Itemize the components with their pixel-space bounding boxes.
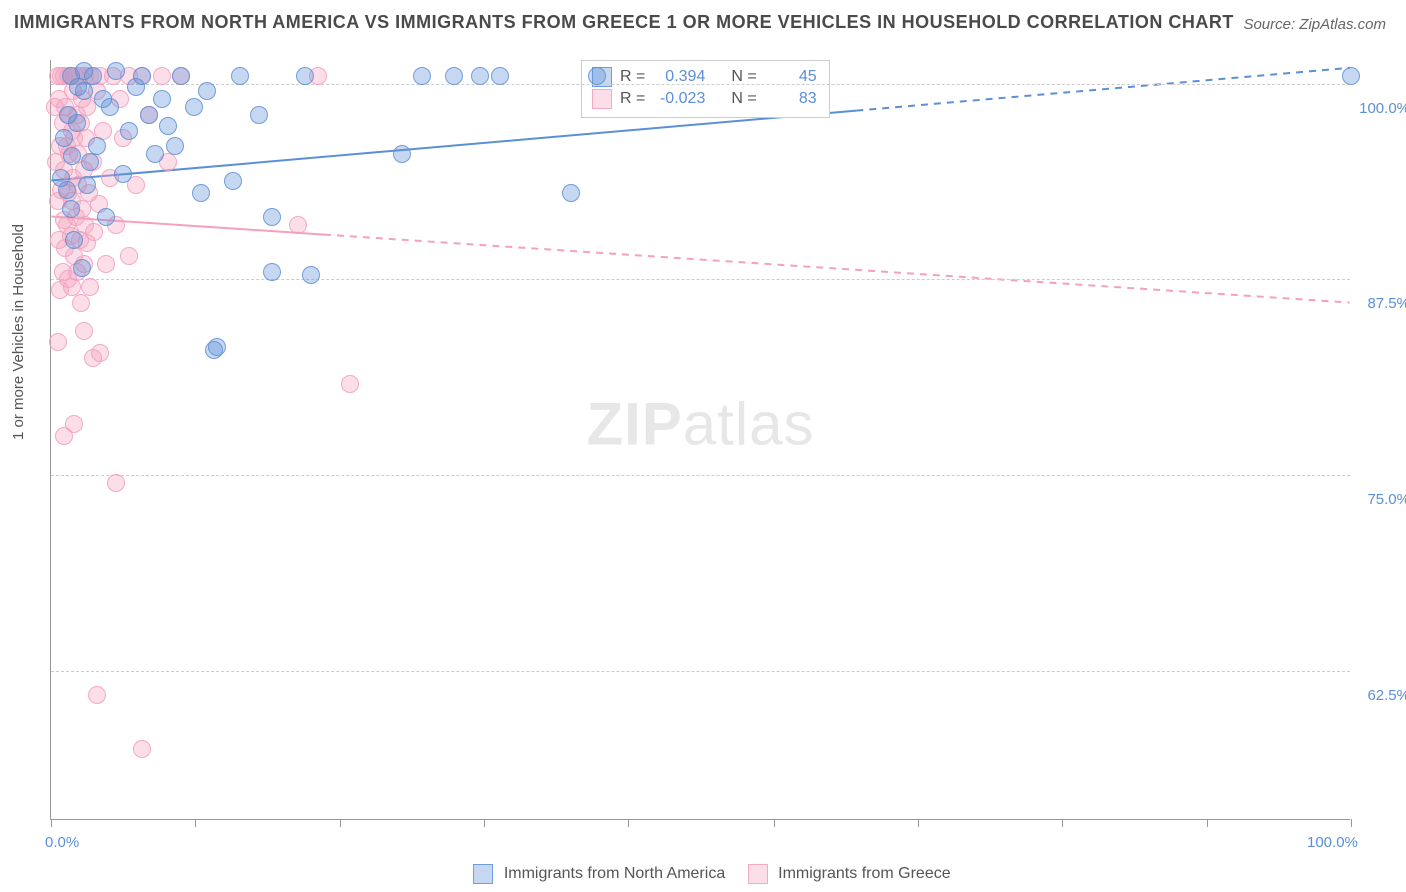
data-point	[81, 278, 99, 296]
data-point	[224, 172, 242, 190]
data-point	[101, 98, 119, 116]
x-tick	[918, 819, 919, 827]
data-point	[84, 67, 102, 85]
data-point	[153, 90, 171, 108]
data-point	[49, 333, 67, 351]
watermark: ZIPatlas	[586, 390, 814, 459]
data-point	[62, 200, 80, 218]
source-label: Source: ZipAtlas.com	[1243, 16, 1386, 33]
y-tick-label: 62.5%	[1355, 687, 1406, 704]
data-point	[166, 137, 184, 155]
legend-swatch-pink	[748, 864, 768, 884]
data-point	[198, 82, 216, 100]
data-point	[471, 67, 489, 85]
data-point	[75, 82, 93, 100]
data-point	[107, 474, 125, 492]
data-point	[1342, 67, 1360, 85]
trend-lines	[51, 60, 1350, 819]
data-point	[107, 62, 125, 80]
legend-row-b: R = -0.023 N = 83	[592, 89, 817, 109]
legend-swatch-blue	[473, 864, 493, 884]
x-tick	[484, 819, 485, 827]
data-point	[250, 106, 268, 124]
data-point	[72, 294, 90, 312]
data-point	[97, 255, 115, 273]
data-point	[73, 259, 91, 277]
stats-legend: R = 0.394 N = 45 R = -0.023 N = 83	[581, 60, 830, 118]
series-b-r: -0.023	[653, 90, 705, 108]
data-point	[341, 375, 359, 393]
data-point	[289, 216, 307, 234]
data-point	[140, 106, 158, 124]
gridline	[51, 279, 1350, 280]
x-tick-label: 100.0%	[1307, 834, 1358, 851]
r-label: R =	[620, 90, 645, 108]
x-tick	[774, 819, 775, 827]
data-point	[65, 231, 83, 249]
data-point	[146, 145, 164, 163]
data-point	[88, 137, 106, 155]
data-point	[91, 344, 109, 362]
gridline	[51, 84, 1350, 85]
data-point	[185, 98, 203, 116]
legend-swatch-pink	[592, 89, 612, 109]
data-point	[159, 117, 177, 135]
n-label: N =	[731, 90, 756, 108]
data-point	[78, 176, 96, 194]
x-tick	[1062, 819, 1063, 827]
data-point	[88, 686, 106, 704]
gridline	[51, 475, 1350, 476]
legend-label-a: Immigrants from North America	[504, 865, 725, 882]
data-point	[65, 415, 83, 433]
x-tick	[1207, 819, 1208, 827]
data-point	[114, 165, 132, 183]
data-point	[85, 223, 103, 241]
series-legend: Immigrants from North America Immigrants…	[0, 864, 1406, 884]
plot-area: ZIPatlas R = 0.394 N = 45 R = -0.023 N =…	[50, 60, 1350, 820]
data-point	[68, 114, 86, 132]
data-point	[192, 184, 210, 202]
data-point	[120, 247, 138, 265]
data-point	[263, 263, 281, 281]
data-point	[263, 208, 281, 226]
gridline	[51, 671, 1350, 672]
data-point	[393, 145, 411, 163]
y-tick-label: 100.0%	[1355, 100, 1406, 117]
chart-title: IMMIGRANTS FROM NORTH AMERICA VS IMMIGRA…	[14, 12, 1234, 33]
data-point	[588, 67, 606, 85]
data-point	[172, 67, 190, 85]
data-point	[133, 740, 151, 758]
data-point	[81, 153, 99, 171]
legend-label-b: Immigrants from Greece	[778, 865, 950, 882]
series-b-n: 83	[765, 90, 817, 108]
y-axis-label: 1 or more Vehicles in Household	[10, 224, 27, 440]
y-tick-label: 75.0%	[1355, 491, 1406, 508]
data-point	[208, 338, 226, 356]
x-tick	[195, 819, 196, 827]
data-point	[562, 184, 580, 202]
x-tick	[51, 819, 52, 827]
data-point	[133, 67, 151, 85]
x-tick	[340, 819, 341, 827]
x-tick-label: 0.0%	[45, 834, 79, 851]
data-point	[63, 147, 81, 165]
data-point	[445, 67, 463, 85]
x-tick	[628, 819, 629, 827]
data-point	[231, 67, 249, 85]
data-point	[302, 266, 320, 284]
data-point	[296, 67, 314, 85]
y-tick-label: 87.5%	[1355, 295, 1406, 312]
data-point	[120, 122, 138, 140]
data-point	[58, 181, 76, 199]
data-point	[491, 67, 509, 85]
x-tick	[1351, 819, 1352, 827]
data-point	[75, 322, 93, 340]
data-point	[413, 67, 431, 85]
data-point	[153, 67, 171, 85]
data-point	[55, 129, 73, 147]
data-point	[97, 208, 115, 226]
